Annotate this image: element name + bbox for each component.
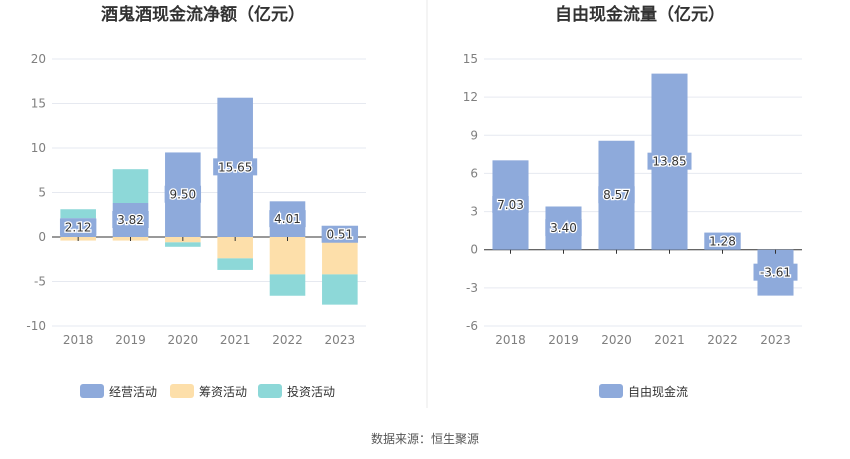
data-label-bg [598,186,635,204]
x-tick-label: 2021 [654,333,685,347]
legend-swatch [80,384,104,398]
data-label: 1.28 [709,235,736,249]
data-label: 3.40 [550,221,577,235]
bar-2018-投资活动 [60,209,96,219]
bar-2021-筹资活动 [217,237,253,259]
x-tick-label: 2019 [548,333,579,347]
data-label-bg [213,158,258,176]
y-tick-label: -5 [34,275,46,289]
data-label-bg [704,232,741,250]
y-tick-label: 6 [470,166,478,180]
y-tick-label: 10 [31,141,46,155]
data-label-bg [59,218,97,236]
data-label: 2.12 [65,221,92,235]
y-tick-label: -6 [466,319,478,333]
cash-flow-net-chart: 酒鬼酒现金流净额（亿元） -10 -5 0 5 10 15 20 2018 2019 2020 202… [26,4,366,399]
bar-2023-投资活动 [322,274,358,305]
legend-swatch [170,384,194,398]
free-cash-flow-chart: 自由现金流量（亿元） -6 -3 0 3 6 9 12 15 2018 2019 2020 2021 20… [463,4,802,399]
data-label-bg [647,152,692,170]
legend-label: 投资活动 [287,384,335,399]
y-tick-label: 3 [470,205,478,219]
data-label-bg [269,210,306,228]
x-tick-label: 2018 [63,333,94,347]
legend-swatch [599,384,623,398]
x-tick-label: 2018 [495,333,526,347]
y-tick-label: 5 [38,186,46,200]
bar-2022-筹资活动 [269,237,306,275]
legend-label: 经营活动 [109,385,157,399]
x-tick-label: 2022 [707,333,738,347]
legend-label: 自由现金流 [628,384,688,399]
x-tick-label: 2023 [760,333,791,347]
data-label-bg [112,211,149,229]
bar-2022-投资活动 [269,274,306,296]
data-label: 9.50 [169,188,196,202]
x-tick-label: 2019 [115,333,146,347]
legend-label: 筹资活动 [199,385,247,399]
x-tick-label: 2022 [272,333,303,347]
x-tick-label: 2023 [325,333,356,347]
bar-2023-筹资活动 [322,237,358,275]
data-label-bg [492,196,529,214]
y-tick-label: 15 [463,52,478,66]
bar-2020-投资活动 [165,242,201,247]
source-note: 数据来源：恒生聚源 [371,431,479,446]
chart-title: 酒鬼酒现金流净额（亿元） [101,4,305,25]
y-tick-label: 20 [31,52,46,66]
y-tick-label: 9 [470,128,478,142]
legend-swatch [258,384,282,398]
y-tick-label: 12 [463,90,478,104]
y-tick-label: 0 [470,243,478,257]
data-label: 13.85 [652,155,686,169]
y-tick-label: -10 [26,319,46,333]
chart-title: 自由现金流量（亿元） [555,4,725,25]
x-tick-label: 2020 [601,333,632,347]
x-tick-label: 2021 [220,333,251,347]
data-label: 4.01 [274,212,301,226]
y-tick-label: 15 [31,97,46,111]
y-tick-label: 0 [38,230,46,244]
x-tick-label: 2020 [168,333,199,347]
bar-2019-投资活动 [112,169,149,204]
data-label: 15.65 [218,160,252,174]
bar-2021-投资活动 [217,258,253,270]
data-label: 3.82 [117,213,144,227]
data-label: -3.61 [760,266,791,280]
data-label-bg [164,185,202,203]
data-label-bg [545,219,582,237]
data-label: 7.03 [497,198,524,212]
data-label: 0.51 [326,228,353,242]
data-label-bg [321,225,359,243]
y-tick-label: -3 [466,281,478,295]
data-label: 8.57 [603,188,630,202]
data-label-bg [753,263,798,281]
